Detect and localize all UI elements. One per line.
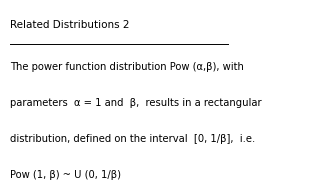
Text: parameters  α = 1 and  β,  results in a rectangular: parameters α = 1 and β, results in a rec…: [10, 98, 261, 108]
Text: Related Distributions 2: Related Distributions 2: [10, 20, 129, 30]
Text: Pow (1, β) ~ U (0, 1/β): Pow (1, β) ~ U (0, 1/β): [10, 170, 121, 180]
Text: distribution, defined on the interval  [0, 1/β],  i.e.: distribution, defined on the interval [0…: [10, 134, 255, 144]
Text: The power function distribution Pow (α,β), with: The power function distribution Pow (α,β…: [10, 62, 244, 72]
